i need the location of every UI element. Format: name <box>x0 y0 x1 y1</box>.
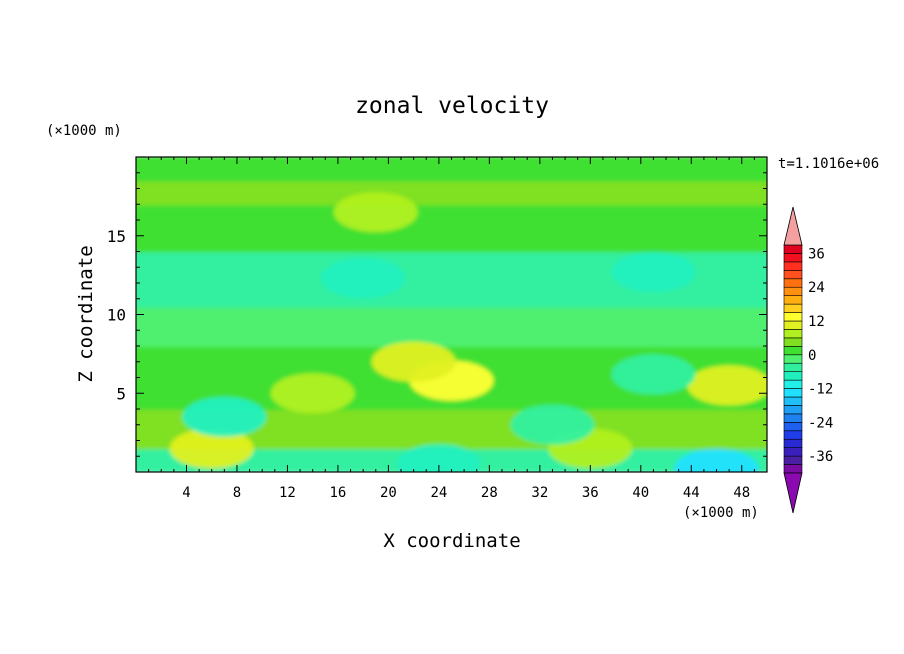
colorbar-swatch <box>783 413 803 423</box>
field-feature-5 <box>270 373 355 414</box>
field-feature-9 <box>321 258 406 299</box>
plot-area <box>136 157 767 472</box>
colorbar-swatch <box>783 320 803 330</box>
colorbar-swatch <box>783 396 803 406</box>
colorbar-label: 12 <box>808 314 825 330</box>
colorbar-swatch <box>783 253 803 263</box>
y-axis-label: Z coordinate <box>75 245 97 382</box>
contour-field <box>136 157 767 472</box>
field-feature-12 <box>333 192 418 233</box>
colorbar-swatch <box>783 278 803 288</box>
field-feature-3 <box>169 428 254 469</box>
colorbar-swatch <box>783 371 803 381</box>
x-tick-label: 36 <box>582 485 599 501</box>
colorbar-swatch <box>783 438 803 448</box>
colorbar-swatch <box>783 464 803 474</box>
field-feature-1 <box>371 341 456 382</box>
y-tick-label: 5 <box>116 384 126 403</box>
field-band-5 <box>136 203 767 253</box>
field-feature-13 <box>611 354 696 395</box>
colorbar-swatch <box>783 455 803 465</box>
field-feature-11 <box>674 448 759 472</box>
x-tick-label: 28 <box>481 485 498 501</box>
time-label: t=1.1016e+06 <box>778 156 879 172</box>
x-tick-label: 12 <box>279 485 296 501</box>
colorbar-label: -12 <box>808 382 833 398</box>
colorbar-swatch <box>783 447 803 457</box>
field-feature-8 <box>510 404 595 445</box>
colorbar-swatch <box>783 430 803 440</box>
x-tick-label: 40 <box>632 485 649 501</box>
colorbar: 36 24 12 0 -12 -24 -36 <box>783 206 833 514</box>
colorbar-swatch <box>783 422 803 432</box>
chart-title: zonal velocity <box>355 93 549 119</box>
colorbar-swatch <box>783 244 803 254</box>
x-axis: 4 8 12 16 20 24 28 32 36 40 44 48 <box>148 157 755 501</box>
x-tick-label: 44 <box>683 485 700 501</box>
colorbar-swatch <box>783 362 803 372</box>
field-band-7 <box>136 157 767 182</box>
colorbar-label: 0 <box>808 348 816 364</box>
colorbar-swatch <box>783 295 803 305</box>
field-feature-6 <box>182 396 267 437</box>
colorbar-swatch <box>783 270 803 280</box>
colorbar-swatch <box>783 303 803 313</box>
colorbar-label: 36 <box>808 246 825 262</box>
field-feature-7 <box>396 444 481 472</box>
y-axis: 5 10 15 <box>107 172 767 457</box>
colorbar-label: 24 <box>808 280 825 296</box>
colorbar-label: -24 <box>808 415 833 431</box>
x-tick-label: 32 <box>531 485 548 501</box>
colorbar-swatch <box>783 312 803 322</box>
colorbar-swatch <box>783 405 803 415</box>
x-tick-label: 20 <box>380 485 397 501</box>
x-tick-label: 8 <box>233 485 241 501</box>
x-unit-label: (×1000 m) <box>683 505 759 521</box>
colorbar-swatch <box>783 354 803 364</box>
colorbar-swatch <box>783 329 803 339</box>
colorbar-swatch <box>783 286 803 296</box>
x-tick-label: 24 <box>430 485 447 501</box>
colorbar-swatch <box>783 379 803 389</box>
y-tick-label: 10 <box>107 306 126 325</box>
colorbar-swatch <box>783 388 803 398</box>
colorbar-label: -36 <box>808 449 833 465</box>
y-tick-label: 15 <box>107 227 126 246</box>
x-tick-label: 16 <box>329 485 346 501</box>
x-tick-label: 48 <box>733 485 750 501</box>
field-band-6 <box>136 179 767 206</box>
y-unit-label: (×1000 m) <box>46 123 122 139</box>
x-axis-label: X coordinate <box>383 530 520 552</box>
field-feature-2 <box>687 365 767 406</box>
x-tick-label: 4 <box>182 485 190 501</box>
colorbar-arrow-top <box>783 206 803 246</box>
colorbar-swatch <box>783 261 803 271</box>
field-feature-10 <box>611 251 696 292</box>
field-band-3 <box>136 305 767 347</box>
colorbar-arrow-bottom <box>783 472 803 514</box>
colorbar-swatch <box>783 337 803 347</box>
colorbar-swatch <box>783 346 803 356</box>
